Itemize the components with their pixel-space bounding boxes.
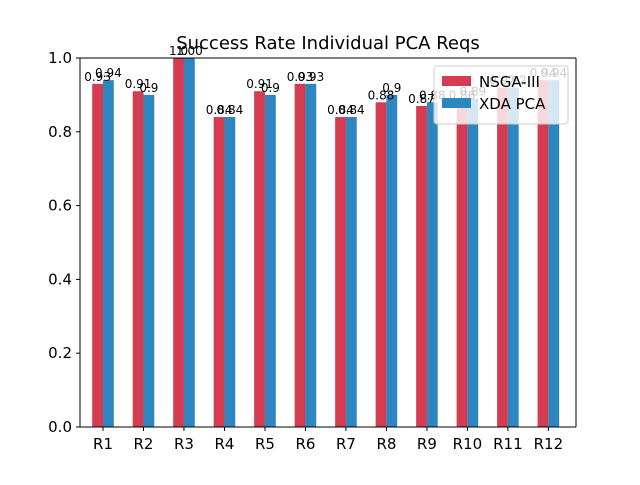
data-label: 0.93 bbox=[297, 70, 324, 84]
x-tick-label: R6 bbox=[295, 435, 315, 453]
plot-area bbox=[92, 58, 560, 428]
bar-nsga-iii-r10 bbox=[456, 102, 468, 427]
x-tick-label: R4 bbox=[214, 435, 234, 453]
bar-nsga-iii-r12 bbox=[537, 80, 549, 427]
legend-label-xda-pca: XDA PCA bbox=[479, 95, 546, 113]
y-tick-label: 0.8 bbox=[48, 123, 72, 141]
data-label: 0.93 bbox=[84, 70, 111, 84]
data-label: 0.9 bbox=[139, 81, 158, 95]
data-label: 0.87 bbox=[408, 92, 435, 106]
y-tick-label: 0.2 bbox=[48, 344, 72, 362]
data-label: 0.84 bbox=[327, 103, 354, 117]
bar-xda-pca-r1 bbox=[103, 80, 114, 427]
data-label: 0.91 bbox=[246, 77, 273, 91]
legend-label-nsga-iii: NSGA-III bbox=[479, 73, 540, 91]
bar-nsga-iii-r8 bbox=[375, 102, 387, 427]
bar-xda-pca-r3 bbox=[183, 58, 195, 427]
y-tick-label: 0.6 bbox=[48, 197, 72, 215]
bar-nsga-iii-r1 bbox=[92, 83, 103, 427]
data-label: 0.91 bbox=[125, 77, 152, 91]
x-tick-label: R1 bbox=[93, 435, 113, 453]
data-label: 0.84 bbox=[338, 103, 365, 117]
x-tick-label: R5 bbox=[255, 435, 275, 453]
bar-xda-pca-r5 bbox=[264, 94, 276, 428]
x-tick-label: R12 bbox=[534, 435, 564, 453]
data-label: 1.00 bbox=[176, 44, 203, 58]
legend-swatch-xda-pca bbox=[442, 98, 471, 108]
bar-xda-pca-r4 bbox=[224, 117, 236, 427]
y-tick-label: 0.0 bbox=[48, 418, 72, 436]
data-label: 0.9 bbox=[261, 81, 280, 95]
bar-nsga-iii-r11 bbox=[497, 87, 508, 428]
bar-xda-pca-r10 bbox=[467, 98, 479, 427]
data-label: 0.84 bbox=[206, 103, 233, 117]
x-tick-label: R7 bbox=[336, 435, 356, 453]
y-tick-label: 0.4 bbox=[48, 270, 72, 288]
bar-xda-pca-r12 bbox=[548, 80, 560, 427]
bar-xda-pca-r9 bbox=[426, 102, 438, 427]
bar-nsga-iii-r5 bbox=[254, 91, 265, 428]
data-label: 0.84 bbox=[217, 103, 244, 117]
legend-swatch-nsga-iii bbox=[442, 76, 471, 86]
x-tick-label: R9 bbox=[417, 435, 437, 453]
bar-nsga-iii-r6 bbox=[294, 83, 306, 427]
x-tick-label: R8 bbox=[376, 435, 396, 453]
data-label: 0.9 bbox=[382, 81, 401, 95]
bar-nsga-iii-r7 bbox=[335, 117, 346, 427]
bar-nsga-iii-r2 bbox=[132, 91, 144, 428]
bar-xda-pca-r7 bbox=[345, 117, 357, 427]
data-label: 0.88 bbox=[368, 88, 395, 102]
bar-nsga-iii-r9 bbox=[416, 105, 427, 427]
data-label: 0.93 bbox=[287, 70, 314, 84]
y-tick-label: 1.0 bbox=[48, 49, 72, 67]
bar-nsga-iii-r4 bbox=[213, 117, 225, 427]
x-tick-label: R10 bbox=[453, 435, 483, 453]
axes: 0.0 0.2 0.4 0.6 0.8 1.0 R1 R2 R3 R4 R5 R6 R7 R8 R9 R10 R… bbox=[48, 49, 577, 453]
x-tick-label: R3 bbox=[174, 435, 194, 453]
data-label: 1.0 bbox=[169, 44, 188, 58]
bar-nsga-iii-r3 bbox=[173, 58, 184, 427]
bar-xda-pca-r8 bbox=[386, 94, 398, 428]
bar-xda-pca-r2 bbox=[143, 94, 155, 428]
bar-xda-pca-r6 bbox=[305, 83, 317, 427]
data-label: 0.94 bbox=[95, 66, 122, 80]
chart-title: Success Rate Individual PCA Reqs bbox=[176, 33, 480, 54]
x-tick-label: R11 bbox=[493, 435, 523, 453]
x-tick-label: R2 bbox=[134, 435, 154, 453]
legend: NSGA-III XDA PCA bbox=[433, 65, 569, 125]
bar-xda-pca-r11 bbox=[507, 87, 519, 428]
